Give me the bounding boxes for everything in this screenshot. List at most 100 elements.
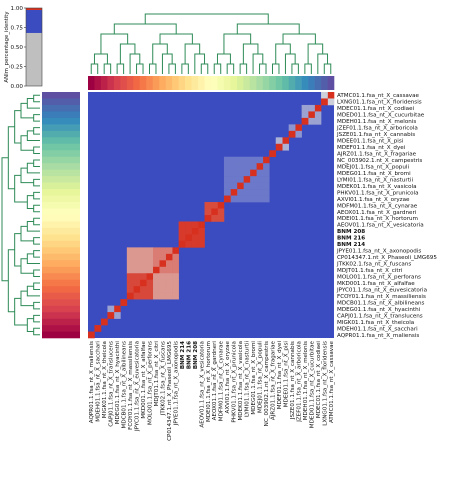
- row-strip-cell: [42, 305, 80, 313]
- matrix-cell: [172, 260, 179, 268]
- row-label: LYMI01.1.fsa_nt_X_nasturtii: [337, 177, 413, 183]
- row-strip-cell: [42, 292, 80, 300]
- row-dendrogram-link: [14, 233, 21, 267]
- matrix-cell: [256, 169, 264, 177]
- matrix-cell: [152, 273, 160, 281]
- matrix-cell: [223, 169, 231, 177]
- matrix-cell: [198, 234, 205, 242]
- matrix-cell: [321, 98, 328, 106]
- row-label: MDEC01.1.fsa_nt_X_codiaei: [337, 106, 415, 112]
- row-strip-cell: [42, 117, 80, 125]
- matrix-cell: [126, 247, 134, 255]
- matrix-cell: [191, 227, 199, 235]
- side-bar-fill: [26, 32, 42, 86]
- row-dendrogram-link: [26, 97, 40, 109]
- matrix-cell: [159, 247, 166, 255]
- matrix-cell: [217, 215, 225, 222]
- row-strip-cell: [42, 92, 80, 99]
- row-strip-cell: [42, 247, 80, 255]
- column-dendrogram-link: [223, 33, 252, 54]
- column-strip-cell: [243, 76, 251, 90]
- matrix-cell: [243, 195, 251, 203]
- matrix-cell: [152, 292, 160, 300]
- matrix-cell: [262, 195, 270, 203]
- row-strip-cell: [42, 195, 80, 203]
- matrix-cell: [236, 176, 244, 183]
- column-strip-cell: [100, 76, 108, 90]
- matrix-cell: [256, 163, 264, 170]
- column-label: MDEH01.1.fsa_nt_X_sacchari: [96, 341, 102, 422]
- matrix-cell: [159, 279, 166, 287]
- matrix-cell: [126, 279, 134, 287]
- row-dendrogram-link: [33, 269, 40, 277]
- matrix-cell: [249, 169, 257, 177]
- matrix-cell: [126, 253, 134, 261]
- column-dendrogram-link: [119, 43, 136, 64]
- side-bar-tick-label: 0.75: [11, 26, 24, 32]
- matrix-cell: [262, 163, 270, 170]
- matrix-cell: [243, 163, 251, 170]
- side-bar-tick-label: 0.50: [11, 45, 24, 51]
- column-strip-cell: [198, 76, 205, 90]
- matrix-cell: [230, 195, 238, 203]
- column-label: MDEI01.1.fsa_nt_X_hortorum: [206, 341, 212, 422]
- matrix-cell: [152, 266, 160, 274]
- matrix-cell: [113, 312, 121, 319]
- column-label: MDEH01.1.fsa_nt_X_melonis: [303, 341, 309, 420]
- matrix-cell: [223, 182, 231, 190]
- column-dendrogram-link: [307, 43, 324, 64]
- column-strip-cell: [269, 76, 277, 90]
- column-dendrogram-link: [200, 63, 209, 74]
- matrix-cell: [262, 176, 270, 183]
- matrix-cell: [159, 292, 166, 300]
- matrix-cell: [159, 273, 166, 281]
- matrix-cell: [295, 124, 302, 132]
- matrix-cell: [139, 292, 147, 300]
- row-label: JSZE01.1.fsa_nt_X_cannabis: [336, 132, 415, 138]
- row-dendrogram-link: [26, 162, 40, 174]
- column-strip-cell: [94, 76, 102, 90]
- column-label: MKD001.1.fsa_nt_X_alfalfae: [141, 340, 147, 418]
- matrix-cell: [321, 92, 328, 99]
- column-dendrogram-link: [93, 53, 108, 64]
- matrix-cell: [230, 169, 238, 177]
- matrix-cell: [191, 240, 199, 248]
- column-dendrogram-link: [194, 53, 206, 74]
- matrix-cell: [256, 195, 264, 203]
- row-label: BNM 214: [337, 242, 365, 248]
- matrix-cell: [211, 202, 218, 209]
- matrix-cell: [191, 221, 199, 229]
- matrix-cell: [146, 286, 154, 293]
- matrix-cell: [126, 266, 134, 274]
- matrix-cell: [243, 182, 251, 190]
- row-label: MDEG01.1.fsa_nt_X_bromi: [337, 171, 411, 177]
- matrix-cell: [133, 247, 141, 255]
- row-strip-cell: [42, 318, 80, 326]
- row-color-strip: [42, 92, 80, 339]
- row-strip-cell: [42, 227, 80, 235]
- matrix-cell: [165, 247, 173, 255]
- matrix-cell: [269, 150, 277, 158]
- row-label: MDFM01.1.fsa_nt_X_cynarae: [337, 203, 418, 209]
- column-label: AEOX01.1.fsa_nt_X_gardneri: [212, 341, 218, 421]
- matrix-cell: [223, 163, 231, 170]
- matrix-cell: [146, 292, 154, 300]
- row-dendrogram-link: [33, 250, 40, 258]
- column-color-strip: [88, 76, 335, 90]
- column-dendrogram-link: [242, 43, 259, 64]
- row-label: AQPR01.1.fsa_nt_X_maliensis: [337, 333, 419, 339]
- matrix-cell: [126, 273, 134, 281]
- matrix-cell: [243, 189, 251, 196]
- row-strip-cell: [42, 130, 80, 138]
- matrix-cell: [185, 234, 192, 242]
- column-strip-cell: [282, 76, 289, 90]
- column-strip-cell: [223, 76, 231, 90]
- matrix-cell: [139, 253, 147, 261]
- row-label: PHKV01.1.fsa_nt_X_prunicola: [337, 190, 419, 196]
- row-dendrogram-link: [33, 159, 40, 167]
- column-strip-cell: [262, 76, 270, 90]
- row-strip-cell: [42, 137, 80, 145]
- side-bar-ylabel: ANIm_percentage_identity: [4, 11, 10, 83]
- column-dendrogram-link: [181, 63, 189, 74]
- row-strip-cell: [42, 312, 80, 319]
